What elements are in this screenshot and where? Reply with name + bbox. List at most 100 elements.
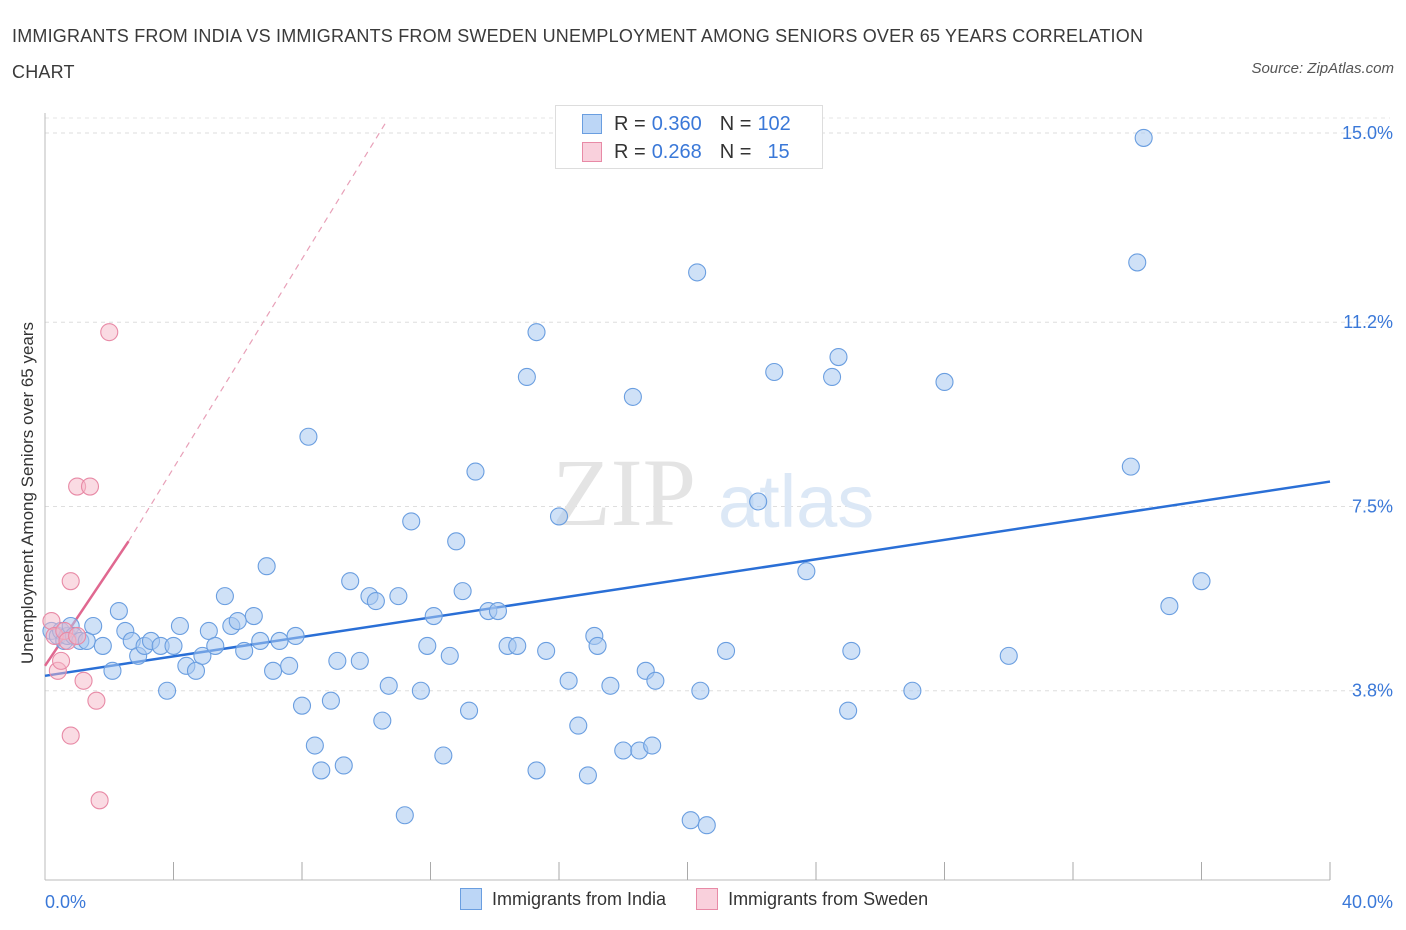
india-point: [93, 636, 112, 655]
legend-label-india: Immigrants from India: [492, 888, 667, 909]
india-point: [257, 557, 276, 576]
india-point: [466, 462, 485, 481]
legend-r-value: 0.360: [651, 112, 702, 135]
india-point: [215, 587, 234, 606]
india-point: [366, 592, 385, 611]
india-point: [305, 736, 324, 755]
india-point: [842, 641, 861, 660]
india-point: [935, 372, 954, 392]
y-tick-label: 15.0%: [1342, 123, 1393, 143]
india-point: [164, 636, 183, 655]
legend-n-value: 15: [767, 140, 790, 163]
india-point: [264, 661, 283, 680]
india-point: [623, 387, 642, 406]
india-point: [170, 616, 189, 636]
india-point: [312, 761, 331, 780]
india-point: [549, 507, 569, 526]
india-point: [379, 676, 398, 695]
x-tick-labels: 0.0% 40.0%: [45, 892, 1393, 912]
india-point: [244, 606, 263, 626]
correlation-legend: R = 0.360 N = 102 R = 0.268 N = 15: [555, 105, 823, 169]
india-point: [527, 761, 546, 780]
india-point: [559, 671, 578, 690]
y-tick-label: 11.2%: [1343, 312, 1393, 332]
india-point: [1121, 457, 1140, 476]
india-point: [402, 512, 421, 531]
india-point: [280, 656, 299, 675]
india-point: [270, 631, 289, 650]
india-point: [186, 661, 206, 680]
legend-r-label: R =: [614, 112, 646, 135]
legend-item-sweden: Immigrants from Sweden: [696, 888, 928, 910]
sweden-point: [100, 323, 119, 342]
india-point: [299, 427, 318, 446]
india-point: [109, 602, 128, 621]
x-tick-label: 40.0%: [1342, 892, 1393, 912]
legend-row-india: R = 0.360 N = 102: [582, 111, 791, 137]
india-point: [765, 362, 784, 382]
legend-swatch-sweden: [582, 142, 602, 162]
india-point: [411, 681, 430, 700]
india-point: [193, 646, 212, 665]
legend-swatch-india: [460, 888, 482, 910]
india-point: [292, 696, 312, 715]
legend-label-sweden: Immigrants from Sweden: [728, 888, 929, 909]
india-point: [527, 323, 546, 342]
india-point: [488, 602, 508, 621]
india-point: [235, 641, 254, 660]
india-point: [251, 631, 270, 650]
watermark-zip: ZIP: [552, 439, 696, 546]
india-point: [459, 701, 479, 720]
india-point: [681, 811, 700, 830]
india-point: [286, 626, 305, 646]
source-label: Source: ZipAtlas.com: [1251, 60, 1394, 77]
series-legend: Immigrants from India Immigrants from Sw…: [460, 888, 958, 910]
india-point: [206, 636, 225, 655]
india-point: [453, 582, 472, 601]
sweden-point: [61, 726, 80, 745]
india-point: [646, 671, 665, 690]
legend-item-india: Immigrants from India: [460, 888, 666, 910]
sweden-point: [68, 626, 87, 646]
grid-lines: [45, 117, 1390, 692]
legend-n-label: N =: [719, 112, 752, 135]
india-point: [797, 562, 816, 581]
india-point: [614, 741, 633, 760]
india-point: [569, 716, 588, 735]
sweden-point: [52, 651, 71, 670]
axes: [44, 113, 1331, 881]
india-point: [440, 646, 459, 665]
india-point: [103, 661, 122, 680]
india-point: [823, 367, 842, 387]
india-point: [328, 651, 347, 670]
y-tick-label: 7.5%: [1352, 496, 1393, 516]
sweden-point: [80, 477, 100, 496]
india-point: [321, 691, 340, 710]
india-point: [341, 572, 360, 591]
watermark: ZIP atlas: [552, 439, 874, 546]
india-point: [517, 367, 536, 387]
india-point: [588, 636, 607, 655]
trend-line-sweden-extension: [128, 122, 387, 542]
india-point: [389, 587, 408, 606]
india-point: [643, 736, 662, 755]
legend-r-value: 0.268: [651, 140, 702, 163]
sweden-point: [87, 691, 106, 710]
india-point: [424, 606, 443, 626]
india-point: [350, 651, 369, 670]
trend-lines: [43, 122, 1331, 678]
india-point: [1128, 253, 1147, 272]
india-point: [447, 532, 466, 551]
india-point: [1192, 572, 1211, 591]
legend-n-label: N =: [719, 140, 752, 163]
india-point: [418, 636, 437, 655]
legend-swatch-sweden: [696, 888, 719, 910]
legend-row-sweden: R = 0.268 N = 15: [582, 139, 790, 165]
india-point: [434, 746, 453, 765]
watermark-atlas: atlas: [718, 460, 874, 543]
india-point: [1160, 597, 1179, 616]
india-point: [508, 636, 527, 655]
india-point: [199, 621, 218, 641]
india-point: [373, 711, 392, 730]
